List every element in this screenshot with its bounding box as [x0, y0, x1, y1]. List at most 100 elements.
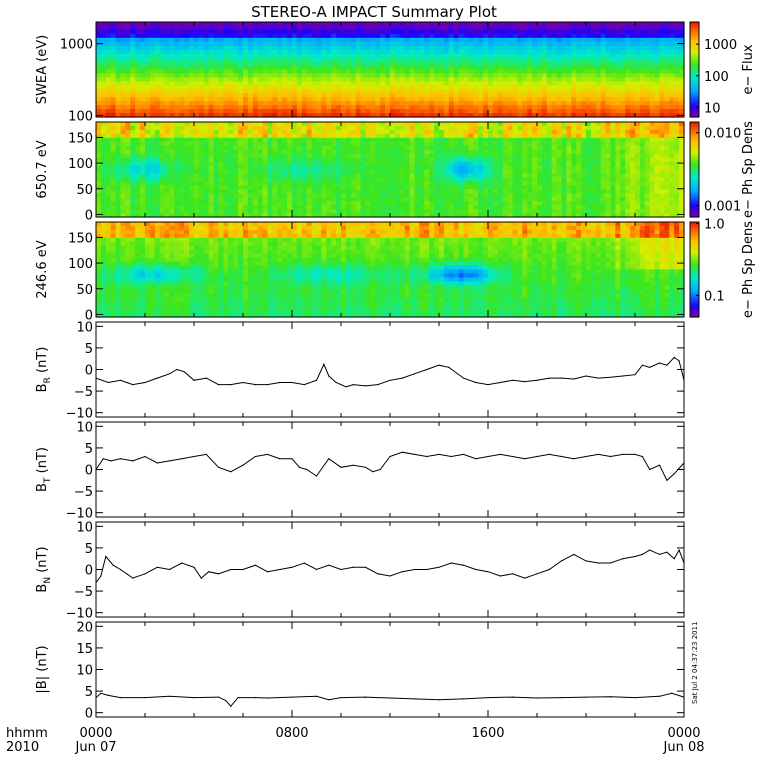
heatmap-cell	[267, 33, 273, 39]
heatmap-cell	[247, 165, 254, 171]
heatmap-cell	[483, 97, 489, 102]
heatmap-cell	[301, 37, 308, 43]
heatmap-cell	[434, 97, 440, 102]
heatmap-cell	[110, 73, 117, 79]
heatmap-cell	[615, 41, 621, 47]
heatmap-cell	[355, 201, 362, 206]
heatmap-cell	[149, 41, 156, 47]
heatmap-cell	[502, 109, 509, 114]
heatmap-cell	[385, 25, 391, 31]
heatmap-cell	[130, 169, 136, 175]
heatmap-cell	[125, 29, 131, 35]
heatmap-cell	[96, 61, 102, 67]
heatmap-cell	[223, 137, 229, 143]
heatmap-cell	[532, 105, 538, 110]
heatmap-cell	[458, 77, 465, 82]
heatmap-cell	[424, 81, 430, 86]
heatmap-cell	[537, 97, 543, 102]
heatmap-cell	[620, 73, 626, 79]
heatmap-cell	[365, 122, 371, 127]
heatmap-cell	[306, 177, 313, 182]
heatmap-cell	[350, 181, 357, 186]
heatmap-cell	[586, 77, 592, 82]
heatmap-cell	[605, 81, 612, 86]
heatmap-cell	[218, 169, 224, 175]
heatmap-cell	[488, 205, 494, 210]
heatmap-cell	[620, 65, 626, 71]
heatmap-cell	[458, 133, 465, 139]
heatmap-cell	[419, 149, 425, 155]
heatmap-cell	[669, 49, 675, 55]
heatmap-cell	[429, 137, 435, 143]
heatmap-cell	[409, 81, 416, 86]
heatmap-cell	[664, 29, 670, 35]
heatmap-cell	[130, 201, 136, 206]
heatmap-cell	[140, 77, 146, 82]
heatmap-cell	[233, 45, 239, 51]
heatmap-cell	[145, 197, 151, 202]
heatmap-cell	[194, 197, 200, 202]
heatmap-cell	[247, 193, 254, 198]
heatmap-cell	[115, 29, 122, 35]
heatmap-cell	[213, 109, 220, 114]
heatmap-cell	[448, 33, 455, 39]
heatmap-cell	[189, 169, 195, 175]
heatmap-cell	[399, 161, 406, 167]
heatmap-cell	[644, 101, 651, 106]
heatmap-cell	[365, 29, 371, 35]
heatmap-cell	[365, 45, 371, 51]
heatmap-cell	[385, 201, 391, 206]
heatmap-cell	[674, 61, 680, 67]
heatmap-cell	[394, 93, 401, 98]
heatmap-cell	[282, 145, 288, 151]
heatmap-cell	[350, 161, 357, 167]
heatmap-cell	[208, 161, 215, 167]
heatmap-cell	[257, 81, 264, 86]
heatmap-cell	[100, 201, 107, 206]
heatmap-cell	[473, 93, 479, 98]
heatmap-cell	[625, 29, 631, 35]
heatmap-cell	[394, 153, 401, 159]
heatmap-cell	[527, 97, 533, 102]
heatmap-cell	[443, 49, 450, 55]
heatmap-cell	[590, 73, 597, 79]
heatmap-cell	[282, 93, 288, 98]
heatmap-cell	[223, 25, 229, 31]
heatmap-cell	[164, 49, 171, 55]
heatmap-cell	[458, 197, 465, 202]
heatmap-cell	[380, 173, 386, 179]
heatmap-cell	[527, 105, 533, 110]
heatmap-cell	[581, 61, 587, 67]
heatmap-cell	[458, 201, 465, 206]
heatmap-cell	[674, 22, 680, 27]
heatmap-cell	[380, 85, 386, 90]
heatmap-cell	[125, 101, 131, 106]
heatmap-cell	[556, 22, 563, 27]
heatmap-cell	[252, 213, 259, 218]
heatmap-cell	[404, 41, 411, 47]
heatmap-cell	[287, 201, 293, 206]
heatmap-cell	[306, 37, 313, 43]
heatmap-cell	[238, 145, 244, 151]
heatmap-cell	[350, 145, 357, 151]
heatmap-cell	[130, 137, 136, 143]
heatmap-cell	[120, 177, 126, 182]
heatmap-cell	[198, 153, 205, 159]
heatmap-cell	[194, 213, 200, 218]
heatmap-cell	[434, 185, 440, 190]
heatmap-cell	[355, 189, 362, 194]
heatmap-cell	[394, 25, 401, 31]
heatmap-cell	[306, 185, 313, 190]
heatmap-cell	[277, 165, 283, 171]
heatmap-cell	[492, 81, 499, 86]
heatmap-cell	[311, 93, 318, 98]
heatmap-cell	[267, 133, 273, 139]
heatmap-cell	[321, 109, 327, 114]
heatmap-cell	[120, 153, 126, 159]
heatmap-cell	[522, 25, 528, 31]
heatmap-cell	[595, 25, 602, 31]
heatmap-cell	[463, 109, 469, 114]
heatmap-cell	[135, 25, 141, 31]
heatmap-cell	[306, 197, 313, 202]
heatmap-cell	[375, 193, 381, 198]
